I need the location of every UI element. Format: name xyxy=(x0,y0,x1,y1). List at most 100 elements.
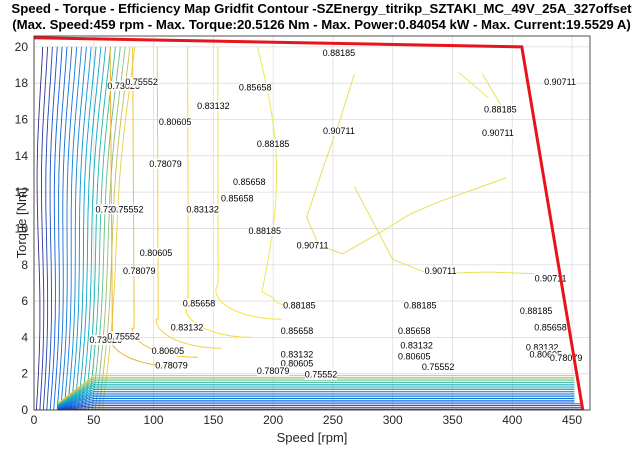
contour-label-bg xyxy=(422,362,455,373)
contour-label: 0.88185 xyxy=(257,139,290,149)
contour-label-bg xyxy=(296,240,329,251)
contour-label: 0.85658 xyxy=(398,326,431,336)
low-speed-contour xyxy=(94,46,126,411)
y-tick-label: 10 xyxy=(15,221,29,235)
contour-label-bg xyxy=(281,358,314,369)
y-tick-label: 6 xyxy=(21,294,28,308)
contour-label-bg xyxy=(197,100,230,111)
y-axis-label: Torque [Nm] xyxy=(14,188,29,259)
low-speed-contour xyxy=(53,46,68,411)
contour-label: 0.85658 xyxy=(183,299,216,309)
x-tick-labels: 0 50 100 150 200 250 300 350 400 450 xyxy=(31,413,583,427)
y-tick-label: 4 xyxy=(21,330,28,344)
x-tick-label: 300 xyxy=(383,413,403,427)
contour-088185-top xyxy=(458,71,489,99)
low-torque-contour xyxy=(57,390,575,407)
contour-label: 0.83132 xyxy=(186,204,219,214)
low-torque-contour xyxy=(57,399,575,409)
x-tick-label: 350 xyxy=(442,413,462,427)
contour-label: 0.83132 xyxy=(197,101,230,111)
low-torque-contour xyxy=(57,382,575,405)
x-tick-label: 100 xyxy=(144,413,164,427)
low-torque-contour xyxy=(57,405,582,410)
low-speed-contour xyxy=(56,46,73,411)
contour-label: 0.90711 xyxy=(544,77,576,87)
low-torque-contour xyxy=(57,401,575,409)
contour-label: 0.88185 xyxy=(484,104,517,114)
contour-label-bg xyxy=(257,365,290,376)
contour-label-bg xyxy=(171,322,204,333)
contour-label-bg xyxy=(534,322,567,333)
contour-label-bg xyxy=(424,266,457,277)
contour-label: 0.75552 xyxy=(422,362,455,372)
chart-title: Speed - Torque - Efficiency Map Gridfit … xyxy=(11,1,632,16)
y-tick-label: 18 xyxy=(15,76,29,90)
contour-label-bg xyxy=(149,158,182,169)
contour-label: 0.83132 xyxy=(171,322,204,332)
y-tick-label: 2 xyxy=(21,367,28,381)
contour-label-bg xyxy=(400,340,433,351)
contour-label: 0.75552 xyxy=(125,77,158,87)
low-speed-contour xyxy=(77,46,102,411)
mid-efficiency-contour xyxy=(109,46,177,367)
x-tick-label: 200 xyxy=(263,413,283,427)
low-speed-contour xyxy=(91,46,121,411)
contour-label-bg xyxy=(159,117,192,128)
mid-efficiency-contour xyxy=(155,46,222,349)
contour-label-bg xyxy=(125,77,158,88)
contour-label: 0.85658 xyxy=(281,326,314,336)
y-tick-label: 16 xyxy=(15,113,29,127)
contour-label: 0.78079 xyxy=(155,360,188,370)
low-torque-contour xyxy=(57,406,582,410)
contour-label-bg xyxy=(529,349,562,360)
low-torque-contour xyxy=(57,398,575,409)
contour-label-bg xyxy=(281,325,314,336)
low-speed-contour xyxy=(63,46,82,411)
contour-label-bg xyxy=(322,48,355,59)
contour-label-bg xyxy=(520,305,553,316)
y-tick-label: 20 xyxy=(15,40,29,54)
contour-label: 0.75552 xyxy=(305,370,338,380)
x-tick-label: 450 xyxy=(562,413,582,427)
low-torque-contour xyxy=(57,392,575,408)
x-tick-label: 400 xyxy=(502,413,522,427)
contour-label: 0.90711 xyxy=(323,126,355,136)
contour-label: 0.80605 xyxy=(281,359,314,369)
contour-label: 0.83132 xyxy=(400,340,433,350)
contour-label-bg xyxy=(526,342,559,353)
torque-envelope-line xyxy=(33,36,585,411)
contour-090711 xyxy=(306,73,507,255)
low-speed-contour xyxy=(84,46,112,411)
low-torque-contour xyxy=(57,385,575,406)
contour-label: 0.80605 xyxy=(529,350,562,360)
contour-label-bg xyxy=(304,369,337,380)
grid xyxy=(33,36,590,411)
contour-label: 0.73026 xyxy=(89,335,122,345)
low-torque-contour xyxy=(57,394,575,408)
contour-label-bg xyxy=(123,266,156,277)
contour-088185 xyxy=(257,46,310,309)
y-tick-labels: 0 2 4 6 8 10 12 14 16 18 20 xyxy=(15,40,29,417)
contour-label-bg xyxy=(186,204,219,215)
low-speed-contour xyxy=(49,46,63,411)
low-speed-contour xyxy=(35,46,44,411)
contour-label-bg xyxy=(404,300,437,311)
y-tick-label: 0 xyxy=(21,403,28,417)
y-tick-label: 14 xyxy=(15,149,29,163)
contour-label-bg xyxy=(544,77,577,88)
contour-label: 0.78079 xyxy=(550,353,583,363)
contour-label: 0.90711 xyxy=(482,128,514,138)
y-tick-label: 12 xyxy=(15,185,29,199)
contour-label: 0.83132 xyxy=(526,342,559,352)
low-torque-contour xyxy=(57,396,575,408)
low-speed-contour xyxy=(98,46,131,411)
contour-label-bg xyxy=(155,360,188,371)
contour-label: 0.78079 xyxy=(123,266,156,276)
contour-label: 0.90711 xyxy=(297,241,329,251)
contour-label: 0.75552 xyxy=(107,331,140,341)
low-speed-contour xyxy=(101,46,136,411)
x-tick-label: 250 xyxy=(323,413,343,427)
contour-label-bg xyxy=(139,247,172,258)
contour-label: 0.85658 xyxy=(233,177,266,187)
low-speed-contour xyxy=(42,46,53,411)
